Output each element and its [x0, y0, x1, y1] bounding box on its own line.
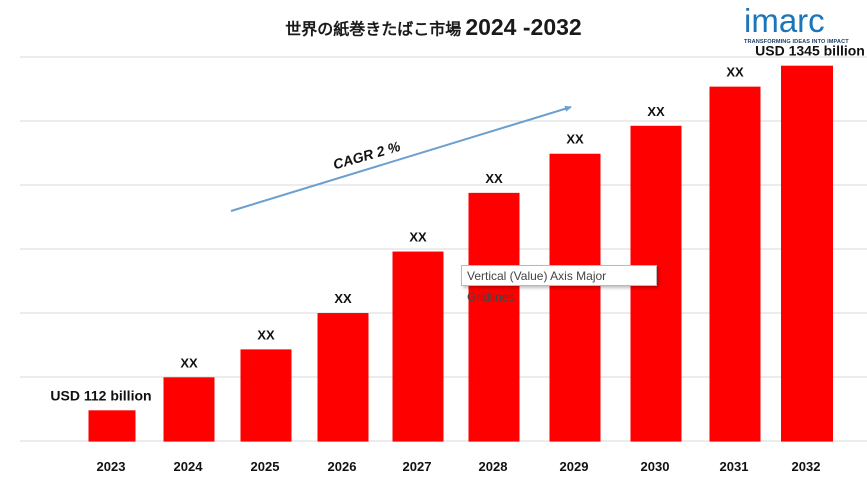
x-tick-2032: 2032 — [792, 459, 821, 474]
bar-2025 — [240, 349, 292, 442]
value-label-2030: XX — [647, 104, 665, 119]
x-tick-2030: 2030 — [641, 459, 670, 474]
logo-tagline: TRANSFORMING IDEAS INTO IMPACT — [744, 39, 849, 45]
value-label-2031: XX — [726, 65, 744, 80]
value-label-2032: USD 1345 billion — [755, 43, 865, 59]
x-axis-labels: 2023 2024 2025 2026 2027 2028 2029 2030 2031 2032 — [97, 459, 821, 474]
imarc-logo: imarc TRANSFORMING IDEAS INTO IMPACT — [744, 2, 849, 50]
x-tick-2029: 2029 — [560, 459, 589, 474]
x-tick-2023: 2023 — [97, 459, 126, 474]
value-label-2027: XX — [409, 230, 427, 245]
value-label-2026: XX — [334, 291, 352, 306]
x-tick-2025: 2025 — [251, 459, 280, 474]
value-label-2029: XX — [566, 132, 584, 147]
x-tick-2031: 2031 — [720, 459, 749, 474]
title-years: 2024 -2032 — [465, 14, 582, 40]
bars — [88, 65, 833, 442]
value-label-2024: XX — [180, 355, 198, 370]
cagr-arrow — [230, 105, 572, 212]
bar-2027 — [392, 251, 444, 442]
bar-2031 — [709, 86, 761, 442]
value-label-2023: USD 112 billion — [50, 387, 151, 403]
title-japanese: 世界の紙巻きたばこ市場 — [285, 19, 462, 39]
x-tick-2028: 2028 — [479, 459, 508, 474]
bar-2028 — [468, 192, 520, 442]
gridlines-tooltip: Vertical (Value) Axis Major Gridlines — [461, 265, 657, 304]
x-tick-2027: 2027 — [403, 459, 432, 474]
x-tick-2024: 2024 — [174, 459, 204, 474]
bar-2029 — [549, 153, 601, 442]
value-label-2028: XX — [485, 171, 503, 186]
chart-title: 世界の紙巻きたばこ市場 2024 -2032 — [0, 14, 867, 41]
value-labels: USD 112 billion XX XX XX XX XX XX XX XX USD 1345 … — [50, 43, 864, 404]
bar-2023 — [88, 410, 136, 442]
logo-wordmark: imarc — [744, 2, 825, 39]
bar-2026 — [317, 313, 369, 442]
x-tick-2026: 2026 — [328, 459, 357, 474]
cagr-annotation: CAGR 2 % — [230, 105, 572, 212]
bar-2024 — [163, 377, 215, 442]
bar-2032 — [781, 65, 833, 442]
cagr-label: CAGR 2 % — [331, 138, 402, 173]
value-label-2025: XX — [257, 327, 275, 342]
